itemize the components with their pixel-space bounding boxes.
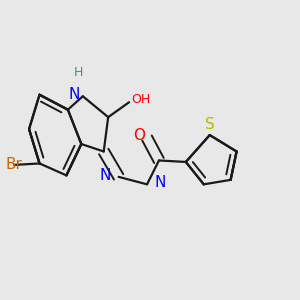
- Text: O: O: [134, 128, 146, 142]
- Text: OH: OH: [131, 93, 151, 106]
- Text: N: N: [155, 175, 166, 190]
- Text: Br: Br: [6, 158, 22, 172]
- Text: H: H: [74, 66, 83, 79]
- Text: S: S: [205, 117, 214, 132]
- Text: N: N: [100, 168, 111, 183]
- Text: N: N: [68, 87, 80, 102]
